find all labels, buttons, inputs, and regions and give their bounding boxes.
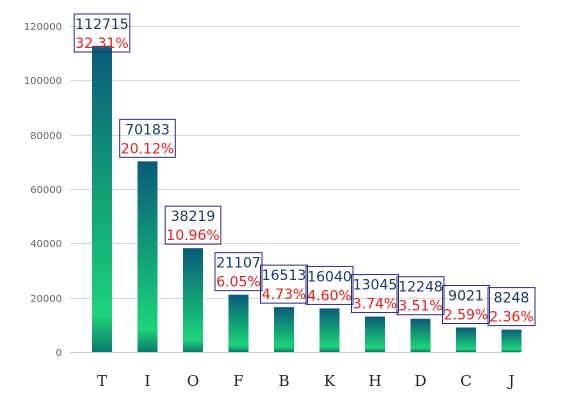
y-axis-ticks: 0 20000 40000 60000 80000 100000 120000 xyxy=(24,22,62,359)
data-label-T: 112715 32.31% xyxy=(73,13,131,53)
y-tick-label: 40000 xyxy=(30,239,62,250)
percent-label: 10.96% xyxy=(166,228,219,244)
data-label-H: 13045 3.74% xyxy=(351,274,399,314)
value-label: 9021 xyxy=(448,288,484,304)
data-labels: 112715 32.31% 70183 20.12% 38219 10.96% 21107 6… xyxy=(73,13,536,327)
bar-T xyxy=(92,45,112,352)
value-label: 21107 xyxy=(216,256,261,272)
x-tick-label: J xyxy=(506,372,514,390)
x-tick-label: H xyxy=(368,372,381,390)
x-tick-label: O xyxy=(187,372,199,390)
label-box xyxy=(73,13,131,53)
y-tick-label: 0 xyxy=(56,348,62,359)
y-tick-label: 20000 xyxy=(30,294,62,305)
data-label-J: 8248 2.36% xyxy=(487,287,536,327)
data-label-K: 16040 4.60% xyxy=(305,265,354,305)
x-tick-label: K xyxy=(324,372,336,390)
value-label: 70183 xyxy=(125,122,170,138)
data-label-O: 38219 10.96% xyxy=(164,205,222,245)
data-label-C: 9021 2.59% xyxy=(442,284,490,324)
percent-label: 2.36% xyxy=(489,310,533,326)
percent-label: 4.73% xyxy=(262,287,306,303)
bar-B xyxy=(274,307,294,352)
x-tick-label: D xyxy=(414,372,426,390)
bar-C xyxy=(456,327,476,352)
y-tick-label: 120000 xyxy=(24,22,62,33)
bars xyxy=(92,45,522,352)
value-label: 112715 xyxy=(75,17,128,33)
bar-D xyxy=(410,318,431,352)
x-tick-label: I xyxy=(145,372,151,390)
x-tick-label: B xyxy=(278,372,289,390)
percent-label: 6.05% xyxy=(216,275,260,291)
label-box xyxy=(487,287,536,327)
y-tick-label: 80000 xyxy=(30,131,62,142)
percent-label: 3.74% xyxy=(353,297,397,313)
y-tick-label: 60000 xyxy=(30,185,62,196)
label-box xyxy=(396,276,445,316)
label-box xyxy=(164,205,222,245)
value-label: 16040 xyxy=(307,269,352,285)
percent-label: 32.31% xyxy=(75,36,128,52)
data-label-D: 12248 3.51% xyxy=(396,276,445,316)
x-tick-label: F xyxy=(233,372,243,390)
bar-K xyxy=(319,308,340,352)
value-label: 38219 xyxy=(171,209,216,225)
label-box xyxy=(260,264,308,304)
value-label: 12248 xyxy=(398,280,443,296)
percent-label: 3.51% xyxy=(398,299,442,315)
percent-label: 4.60% xyxy=(307,288,351,304)
y-tick-label: 100000 xyxy=(24,76,62,87)
data-label-I: 70183 20.12% xyxy=(119,118,176,158)
bar-I xyxy=(137,161,158,352)
value-label: 16513 xyxy=(262,268,307,284)
value-label: 13045 xyxy=(353,278,398,294)
x-tick-label: T xyxy=(97,372,107,390)
value-label: 8248 xyxy=(494,291,530,307)
label-box xyxy=(351,274,399,314)
bar-F xyxy=(228,294,249,352)
data-label-F: 21107 6.05% xyxy=(214,252,263,292)
bar-O xyxy=(183,248,203,352)
label-box xyxy=(442,284,490,324)
label-box xyxy=(119,118,176,158)
label-box xyxy=(214,252,263,292)
bar-H xyxy=(365,316,385,352)
x-tick-label: C xyxy=(460,372,471,390)
percent-label: 2.59% xyxy=(444,307,488,323)
bar-J xyxy=(501,329,522,352)
data-label-B: 16513 4.73% xyxy=(260,264,308,304)
label-box xyxy=(305,265,354,305)
percent-label: 20.12% xyxy=(121,141,174,157)
